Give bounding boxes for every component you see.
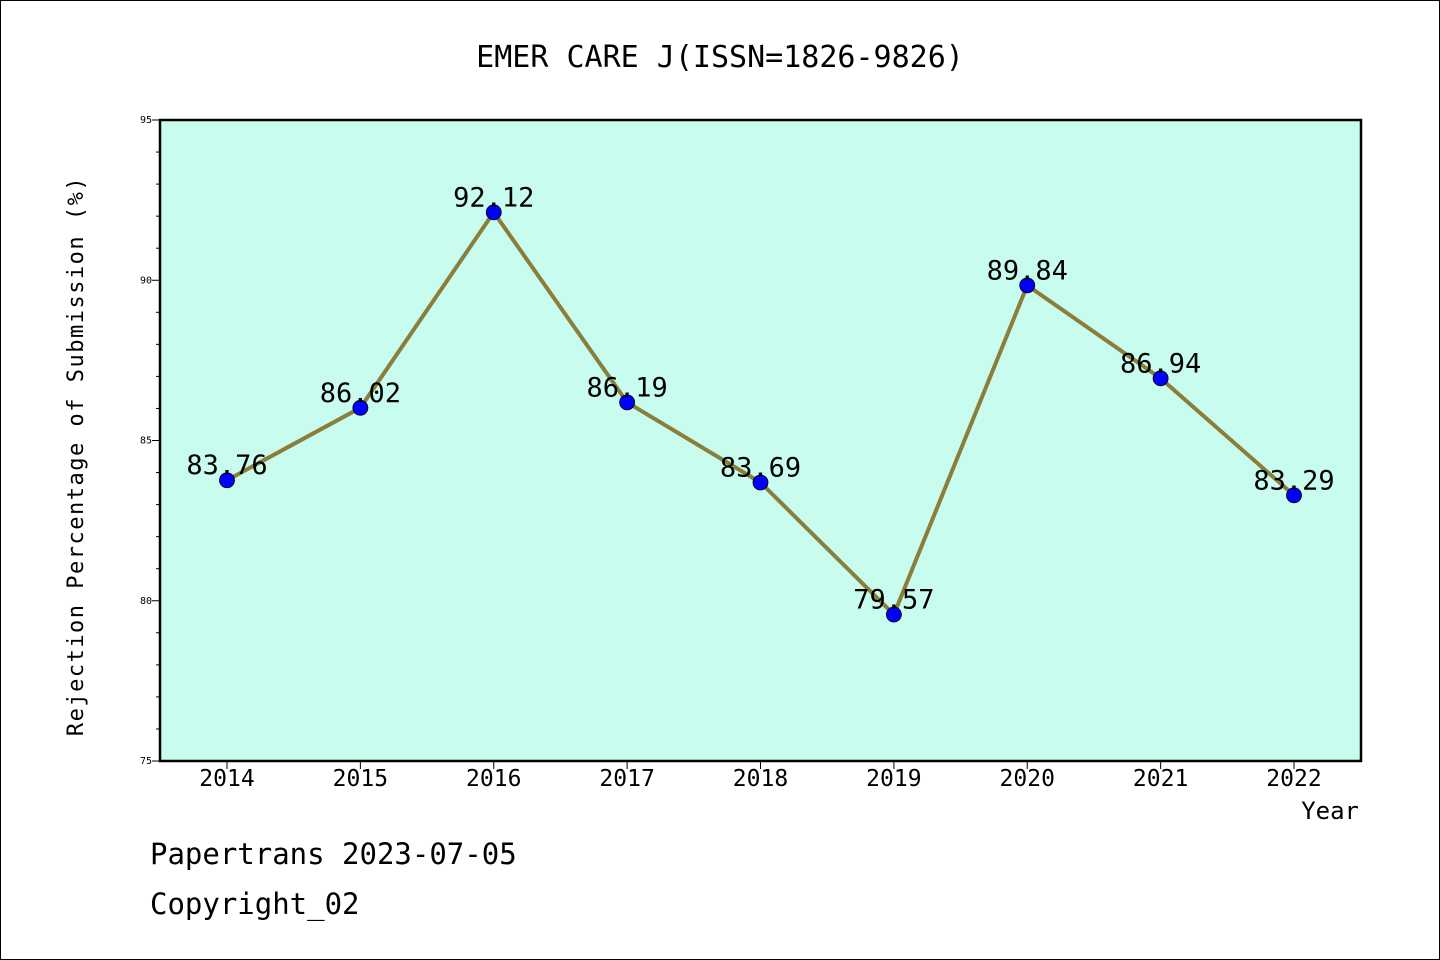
data-point-2019 bbox=[885, 606, 902, 623]
data-label-2022: 83.29 bbox=[1253, 465, 1334, 496]
data-point-2018 bbox=[752, 474, 769, 491]
data-label-2021: 86.94 bbox=[1120, 348, 1201, 379]
x-tick-label-2015: 2015 bbox=[333, 766, 388, 792]
x-tick-label-2022: 2022 bbox=[1266, 766, 1321, 792]
x-tick-label-2016: 2016 bbox=[466, 766, 521, 792]
x-tick-label-2014: 2014 bbox=[199, 766, 254, 792]
x-tick-label-2017: 2017 bbox=[599, 766, 654, 792]
y-tick-label-90: 90 bbox=[140, 275, 152, 286]
marker-group bbox=[219, 204, 1302, 623]
x-axis-ticks: 2014 2015 2016 2017 2018 2019 2020 2021 2022 bbox=[199, 761, 1322, 792]
data-label-2017: 86.19 bbox=[586, 372, 667, 403]
x-tick-label-2018: 2018 bbox=[733, 766, 788, 792]
y-tick-label-95: 95 bbox=[140, 115, 152, 126]
footer-copyright-line: Copyright_02 bbox=[150, 887, 360, 922]
data-label-2019: 79.57 bbox=[853, 585, 934, 616]
x-tick-label-2019: 2019 bbox=[866, 766, 921, 792]
x-axis-label: Year bbox=[1301, 797, 1359, 825]
data-label-group: 83.76 86.02 92.12 86.19 83.69 79.57 89.84 86.94… bbox=[186, 182, 1334, 615]
x-tick-label-2021: 2021 bbox=[1133, 766, 1188, 792]
y-tick-label-75: 75 bbox=[140, 756, 152, 767]
data-point-2017 bbox=[619, 394, 636, 411]
plot-border bbox=[158, 118, 1363, 763]
plot-area bbox=[160, 120, 1361, 761]
data-label-2014: 83.76 bbox=[186, 450, 267, 481]
data-label-2016: 92.12 bbox=[453, 182, 534, 213]
data-point-2014 bbox=[219, 472, 235, 489]
data-point-2022 bbox=[1286, 487, 1302, 504]
x-tick-label-2020: 2020 bbox=[1000, 766, 1055, 792]
chart-title: EMER CARE J(ISSN=1826-9826) bbox=[476, 40, 964, 75]
data-label-2020: 89.84 bbox=[987, 255, 1068, 286]
data-point-2016 bbox=[485, 204, 502, 221]
data-point-2015 bbox=[352, 399, 369, 416]
data-point-2021 bbox=[1152, 370, 1169, 387]
data-label-2015: 86.02 bbox=[320, 378, 401, 409]
y-axis-ticks: 75 80 85 90 95 bbox=[140, 115, 160, 767]
y-tick-label-80: 80 bbox=[140, 596, 152, 607]
data-label-2018: 83.69 bbox=[720, 452, 801, 483]
y-axis-label: Rejection Percentage of Submission (%) bbox=[64, 176, 89, 736]
footer-date-line: Papertrans 2023-07-05 bbox=[150, 837, 517, 871]
y-tick-label-85: 85 bbox=[140, 436, 152, 447]
data-point-2020 bbox=[1019, 277, 1036, 294]
